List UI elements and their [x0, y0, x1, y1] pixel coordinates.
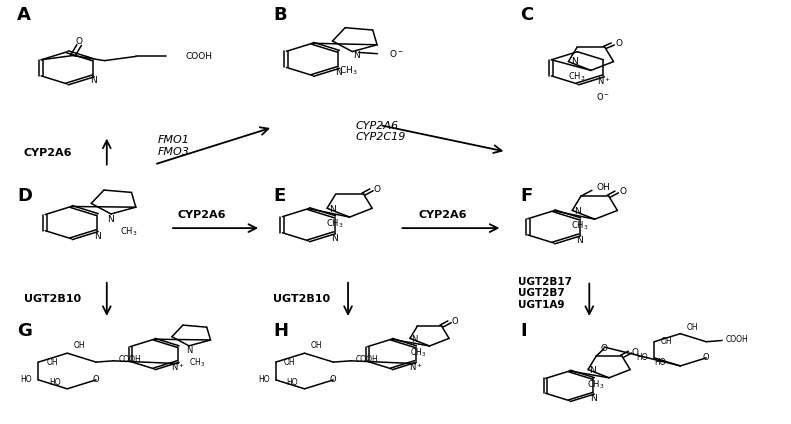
Text: UGT2B17
UGT2B7
UGT1A9: UGT2B17 UGT2B7 UGT1A9: [518, 277, 572, 310]
Text: COOH: COOH: [118, 355, 141, 365]
Text: OH: OH: [687, 323, 698, 332]
Text: F: F: [520, 187, 532, 204]
Text: N: N: [328, 205, 335, 214]
Text: HO: HO: [654, 358, 666, 367]
Text: CH$_3$: CH$_3$: [189, 357, 205, 369]
Text: O: O: [600, 344, 607, 353]
Text: OH: OH: [284, 357, 295, 367]
Text: O: O: [330, 375, 337, 385]
Text: O: O: [76, 37, 83, 46]
Text: N: N: [108, 215, 115, 223]
Text: CH$_3$: CH$_3$: [326, 218, 344, 230]
Text: UGT2B10: UGT2B10: [273, 294, 330, 304]
Text: OH: OH: [74, 341, 85, 350]
Text: CH$_3$: CH$_3$: [567, 71, 585, 84]
Text: CH$_3$: CH$_3$: [410, 347, 426, 360]
Text: N: N: [411, 335, 418, 344]
Text: O: O: [374, 185, 380, 194]
Text: N: N: [186, 346, 192, 354]
Text: N$^+$: N$^+$: [409, 361, 422, 373]
Text: N: N: [571, 57, 577, 66]
Text: H: H: [273, 322, 288, 340]
Text: O: O: [615, 39, 623, 48]
Text: HO: HO: [286, 378, 298, 387]
Text: C: C: [520, 6, 534, 24]
Text: O: O: [703, 353, 710, 363]
Text: CH$_3$: CH$_3$: [339, 64, 358, 77]
Text: N: N: [94, 232, 100, 241]
Text: N: N: [335, 68, 342, 78]
Text: I: I: [520, 322, 527, 340]
Text: A: A: [17, 6, 32, 24]
Text: N: N: [577, 236, 583, 245]
Text: HO: HO: [49, 378, 61, 387]
Text: CH$_3$: CH$_3$: [571, 220, 589, 232]
Text: CYP2A6: CYP2A6: [24, 148, 72, 158]
Text: O$^-$: O$^-$: [596, 91, 611, 102]
Text: OH: OH: [311, 341, 323, 350]
Text: O$^-$: O$^-$: [389, 48, 404, 59]
Text: COOH: COOH: [726, 335, 749, 344]
Text: G: G: [17, 322, 32, 340]
Text: COOH: COOH: [186, 52, 213, 61]
Text: CH$_3$: CH$_3$: [587, 378, 604, 391]
Text: CYP2A6: CYP2A6: [418, 210, 467, 220]
Text: UGT2B10: UGT2B10: [24, 294, 81, 304]
Text: HO: HO: [258, 375, 270, 385]
Text: N: N: [331, 234, 338, 243]
Text: HO: HO: [21, 375, 32, 385]
Text: OH: OH: [47, 357, 58, 367]
Text: B: B: [273, 6, 286, 24]
Text: O: O: [451, 317, 458, 326]
Text: CYP2A6
CYP2C19: CYP2A6 CYP2C19: [356, 121, 407, 142]
Text: CH$_3$: CH$_3$: [120, 226, 138, 238]
Text: N$^+$: N$^+$: [596, 75, 611, 87]
Text: HO: HO: [636, 353, 648, 363]
Text: O: O: [631, 348, 638, 357]
Text: D: D: [17, 187, 32, 204]
Text: O: O: [619, 187, 626, 196]
Text: N: N: [573, 207, 581, 216]
Text: N: N: [589, 366, 596, 375]
Text: E: E: [273, 187, 285, 204]
Text: O: O: [93, 375, 100, 385]
Text: CYP2A6: CYP2A6: [177, 210, 226, 220]
Text: N: N: [353, 51, 360, 60]
Text: OH: OH: [596, 183, 611, 192]
Text: COOH: COOH: [355, 355, 378, 365]
Text: FMO1
FMO3: FMO1 FMO3: [158, 136, 190, 157]
Text: N: N: [90, 76, 97, 86]
Text: N$^+$: N$^+$: [172, 361, 185, 373]
Text: OH: OH: [660, 337, 672, 346]
Text: N: N: [590, 394, 597, 403]
